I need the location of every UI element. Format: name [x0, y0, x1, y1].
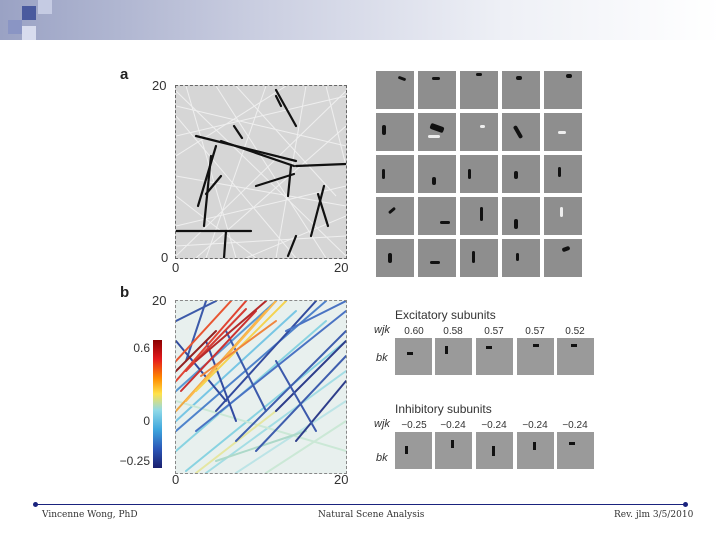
colorbar-top-label: 0.6: [133, 341, 150, 355]
colorbar: [153, 340, 162, 468]
inhibitory-subunit: [476, 432, 513, 469]
inhibitory-subunit: [395, 432, 432, 469]
filter-patch: [376, 239, 414, 277]
footer-divider: [36, 504, 686, 505]
filter-patch: [502, 239, 540, 277]
panel-b-label: b: [120, 284, 130, 301]
panel-a-plot: [175, 85, 347, 259]
filter-grid: [376, 71, 582, 277]
filter-patch: [460, 197, 498, 235]
decor-square: [22, 26, 36, 40]
footer-revision: Rev. jlm 3/5/2010: [614, 510, 694, 520]
footer-divider-end: [683, 502, 688, 507]
colorbar-mid-label: 0: [143, 414, 150, 428]
inhibitory-weight: −0.25: [401, 420, 427, 431]
inhibitory-weight: −0.24: [562, 420, 588, 431]
filter-patch: [544, 71, 582, 109]
title-band: [0, 0, 720, 40]
excitatory-weight: 0.52: [565, 326, 585, 337]
footer-author: Vincenne Wong, PhD: [42, 510, 138, 520]
excitatory-weight: 0.57: [525, 326, 545, 337]
decor-square: [38, 0, 52, 14]
filter-patch: [502, 155, 540, 193]
filter-patch: [502, 197, 540, 235]
panel-b-x-max: 20: [334, 472, 349, 487]
excitatory-subunit: [395, 338, 432, 375]
panel-a-x-max: 20: [334, 260, 349, 275]
panel-a-lines: [176, 86, 346, 258]
panel-b-plot: [175, 300, 347, 474]
colorbar-bottom-label: −0.25: [119, 454, 150, 468]
inhibitory-weight: −0.24: [440, 420, 466, 431]
inhibitory-weight: −0.24: [522, 420, 548, 431]
excitatory-weight: 0.58: [443, 326, 463, 337]
filter-patch: [418, 197, 456, 235]
excitatory-title: Excitatory subunits: [395, 308, 496, 322]
filter-patch: [544, 197, 582, 235]
filter-patch: [376, 197, 414, 235]
excitatory-weight: 0.57: [484, 326, 504, 337]
filter-patch: [544, 239, 582, 277]
excitatory-subunit: [435, 338, 472, 375]
filter-patch: [460, 71, 498, 109]
filter-patch: [418, 71, 456, 109]
inhibitory-basis-row-label: bk: [376, 452, 388, 464]
panel-a-label: a: [120, 66, 129, 83]
footer-course: Natural Scene Analysis: [318, 510, 425, 520]
excitatory-subunit: [476, 338, 513, 375]
panel-b-x-min: 0: [172, 472, 180, 487]
excitatory-subunit: [557, 338, 594, 375]
panel-a-y-min: 0: [161, 250, 169, 265]
decor-square: [22, 6, 36, 20]
panel-b-lines: [176, 301, 346, 473]
excitatory-subunit: [517, 338, 554, 375]
inhibitory-title: Inhibitory subunits: [395, 402, 492, 416]
inhibitory-subunit: [557, 432, 594, 469]
inhibitory-weight-row-label: wjk: [374, 418, 390, 430]
filter-patch: [460, 113, 498, 151]
filter-patch: [460, 155, 498, 193]
filter-patch: [460, 239, 498, 277]
excitatory-weight-row-label: wjk: [374, 324, 390, 336]
panel-a-x-min: 0: [172, 260, 180, 275]
excitatory-basis-row-label: bk: [376, 352, 388, 364]
filter-patch: [376, 155, 414, 193]
filter-patch: [376, 71, 414, 109]
filter-patch: [418, 155, 456, 193]
filter-patch: [502, 71, 540, 109]
footer-divider-end: [33, 502, 38, 507]
filter-patch: [418, 239, 456, 277]
filter-patch: [418, 113, 456, 151]
inhibitory-subunit: [435, 432, 472, 469]
filter-patch: [376, 113, 414, 151]
filter-patch: [544, 113, 582, 151]
decor-square: [8, 20, 22, 34]
inhibitory-subunit: [517, 432, 554, 469]
filter-patch: [502, 113, 540, 151]
excitatory-weight: 0.60: [404, 326, 424, 337]
panel-a-y-max: 20: [152, 78, 167, 93]
panel-b-y-max: 20: [152, 293, 167, 308]
filter-patch: [544, 155, 582, 193]
inhibitory-weight: −0.24: [481, 420, 507, 431]
